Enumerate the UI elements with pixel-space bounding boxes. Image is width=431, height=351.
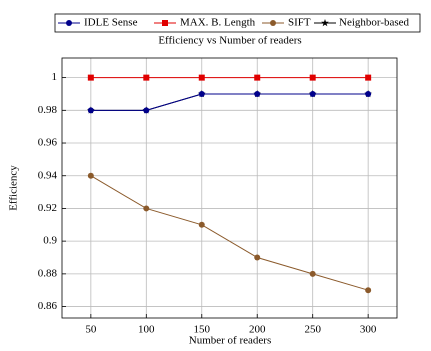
marker	[309, 90, 316, 97]
marker	[87, 172, 94, 179]
marker	[143, 107, 150, 114]
marker	[365, 287, 372, 294]
legend-label: SIFT	[288, 17, 311, 29]
x-tick-label: 150	[194, 324, 211, 336]
legend-marker	[321, 19, 329, 27]
y-tick-label: 1	[52, 71, 58, 83]
legend-label: MAX. B. Length	[180, 17, 256, 29]
marker	[198, 90, 205, 97]
x-tick-label: 300	[360, 324, 377, 336]
marker	[143, 74, 150, 81]
marker	[309, 74, 316, 81]
y-axis-label: Efficiency	[8, 165, 20, 211]
legend-marker	[66, 20, 72, 26]
marker	[365, 90, 372, 97]
series-line	[90, 93, 369, 111]
marker	[198, 74, 205, 81]
y-tick-label: 0.94	[38, 169, 58, 181]
series-line	[90, 175, 369, 291]
x-tick-label: 250	[304, 324, 321, 336]
marker	[254, 254, 261, 261]
marker	[254, 74, 261, 81]
y-tick-label: 0.9	[43, 235, 57, 247]
chart-title: Efficiency vs Number of readers	[158, 35, 301, 47]
x-tick-label: 200	[249, 324, 266, 336]
marker	[87, 74, 94, 81]
y-tick-label: 0.92	[38, 202, 57, 214]
marker	[198, 221, 205, 228]
x-tick-label: 50	[85, 324, 97, 336]
legend-marker	[162, 20, 168, 26]
legend-box	[54, 13, 421, 33]
y-tick-label: 0.86	[38, 300, 58, 312]
legend-label: IDLE Sense	[84, 17, 138, 29]
marker	[143, 205, 150, 212]
y-tick-label: 0.88	[38, 267, 58, 279]
marker	[309, 270, 316, 277]
plot-frame	[61, 57, 398, 319]
marker	[365, 74, 372, 81]
legend-label: Neighbor-based	[339, 17, 410, 29]
y-tick-label: 0.98	[38, 104, 58, 116]
y-tick-label: 0.96	[38, 137, 58, 149]
legend-marker	[270, 20, 276, 26]
marker	[254, 90, 261, 97]
x-axis-label: Number of readers	[189, 335, 271, 347]
x-tick-label: 100	[138, 324, 155, 336]
series-line	[90, 93, 369, 111]
marker	[87, 107, 94, 114]
